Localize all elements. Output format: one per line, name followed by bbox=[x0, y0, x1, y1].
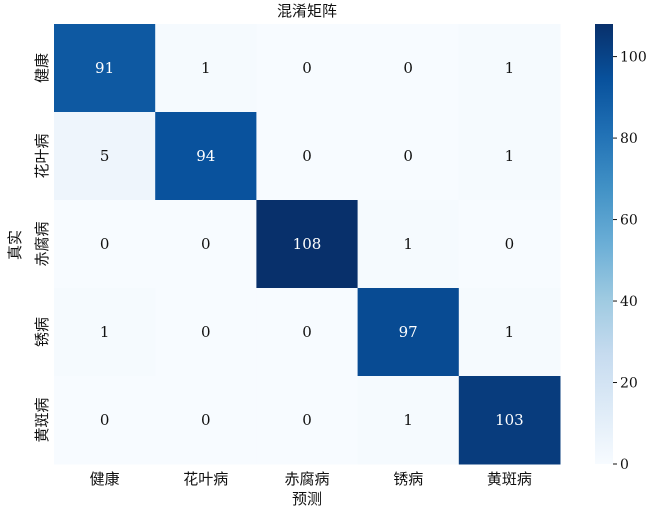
heatmap-cell-r1-c0 bbox=[54, 112, 156, 201]
x-tick-label-4: 黄斑病 bbox=[487, 470, 532, 488]
cell-value-r4-c1: 0 bbox=[201, 411, 211, 429]
y-axis-label: 真实 bbox=[6, 230, 24, 260]
heatmap-cell-r1-c4 bbox=[458, 112, 561, 201]
cell-value-r0-c2: 0 bbox=[302, 59, 312, 77]
heatmap-cell-r4-c2 bbox=[256, 376, 359, 465]
cell-value-r3-c3: 97 bbox=[399, 323, 418, 341]
y-tick-label-3: 锈病 bbox=[33, 317, 51, 347]
cell-value-r3-c1: 0 bbox=[201, 323, 211, 341]
cell-value-r4-c2: 0 bbox=[302, 411, 312, 429]
heatmap-cell-r3-c0 bbox=[54, 288, 156, 377]
colorbar-tick-label-3: 60 bbox=[620, 213, 638, 229]
heatmap-cell-r2-c2 bbox=[256, 200, 359, 289]
heatmap-cell-r3-c3 bbox=[357, 288, 460, 377]
heatmap-cell-labels: 91 1 0 0 1 5 94 0 0 1 0 0 108 1 0 1 0 0 97 1 0 0 0 1 103 bbox=[95, 59, 524, 429]
colorbar-tick-label-4: 80 bbox=[620, 131, 638, 147]
heatmap-cell-r0-c3 bbox=[357, 24, 460, 113]
cell-value-r3-c0: 1 bbox=[100, 323, 110, 341]
x-tick-label-3: 锈病 bbox=[393, 470, 423, 488]
cell-value-r3-c4: 1 bbox=[505, 323, 515, 341]
heatmap-cell-r4-c4 bbox=[458, 376, 561, 465]
colorbar-tick-label-1: 20 bbox=[620, 376, 638, 392]
cell-value-r1-c2: 0 bbox=[302, 147, 312, 165]
cell-value-r0-c1: 1 bbox=[201, 59, 211, 77]
heatmap-cell-r2-c1 bbox=[155, 200, 257, 289]
heatmap-cell-r1-c2 bbox=[256, 112, 359, 201]
heatmap-cell-r0-c2 bbox=[256, 24, 359, 113]
cell-value-r0-c0: 91 bbox=[95, 59, 114, 77]
cell-value-r2-c2: 108 bbox=[293, 235, 322, 253]
x-tick-label-2: 赤腐病 bbox=[284, 470, 329, 488]
heatmap-cells bbox=[54, 24, 561, 465]
cell-value-r1-c4: 1 bbox=[505, 147, 515, 165]
heatmap-cell-r3-c2 bbox=[256, 288, 359, 377]
heatmap-cell-r0-c0 bbox=[54, 24, 156, 113]
y-tick-label-0: 健康 bbox=[33, 53, 51, 83]
chart-title: 混淆矩阵 bbox=[277, 2, 337, 20]
cell-value-r1-c3: 0 bbox=[403, 147, 413, 165]
cell-value-r0-c3: 0 bbox=[403, 59, 413, 77]
x-tick-label-1: 花叶病 bbox=[183, 470, 228, 488]
heatmap-cell-r3-c4 bbox=[458, 288, 561, 377]
colorbar-tick-label-5: 100 bbox=[620, 50, 647, 66]
x-axis-tick-labels: 健康 花叶病 赤腐病 锈病 黄斑病 bbox=[90, 470, 532, 488]
heatmap-cell-r2-c4 bbox=[458, 200, 561, 289]
colorbar-ticks: 0 20 40 60 80 100 bbox=[613, 50, 647, 473]
cell-value-r3-c2: 0 bbox=[302, 323, 312, 341]
cell-value-r1-c1: 94 bbox=[196, 147, 215, 165]
heatmap-cell-r4-c0 bbox=[54, 376, 156, 465]
y-tick-label-2: 赤腐病 bbox=[33, 221, 51, 266]
cell-value-r4-c3: 1 bbox=[403, 411, 413, 429]
heatmap-cell-r2-c3 bbox=[357, 200, 460, 289]
cell-value-r2-c3: 1 bbox=[403, 235, 413, 253]
colorbar-gradient bbox=[595, 24, 613, 464]
cell-value-r2-c1: 0 bbox=[201, 235, 211, 253]
colorbar-tick-label-0: 0 bbox=[620, 457, 629, 473]
colorbar: 0 20 40 60 80 100 bbox=[595, 24, 647, 473]
cell-value-r1-c0: 5 bbox=[100, 147, 110, 165]
heatmap-cell-r1-c1 bbox=[155, 112, 257, 201]
x-axis-label: 预测 bbox=[292, 490, 322, 508]
heatmap-cell-r1-c3 bbox=[357, 112, 460, 201]
cell-value-r0-c4: 1 bbox=[505, 59, 515, 77]
cell-value-r4-c4: 103 bbox=[495, 411, 524, 429]
cell-value-r2-c0: 0 bbox=[100, 235, 110, 253]
heatmap-cell-r4-c3 bbox=[357, 376, 460, 465]
heatmap-cell-r4-c1 bbox=[155, 376, 257, 465]
cell-value-r4-c0: 0 bbox=[100, 411, 110, 429]
y-tick-label-1: 花叶病 bbox=[33, 133, 51, 178]
heatmap-cell-r3-c1 bbox=[155, 288, 257, 377]
heatmap-cell-r2-c0 bbox=[54, 200, 156, 289]
x-tick-label-0: 健康 bbox=[90, 470, 120, 488]
heatmap-cell-r0-c1 bbox=[155, 24, 257, 113]
cell-value-r2-c4: 0 bbox=[505, 235, 515, 253]
colorbar-tick-label-2: 40 bbox=[620, 294, 638, 310]
y-tick-label-4: 黄斑病 bbox=[33, 397, 51, 442]
heatmap-cell-r0-c4 bbox=[458, 24, 561, 113]
